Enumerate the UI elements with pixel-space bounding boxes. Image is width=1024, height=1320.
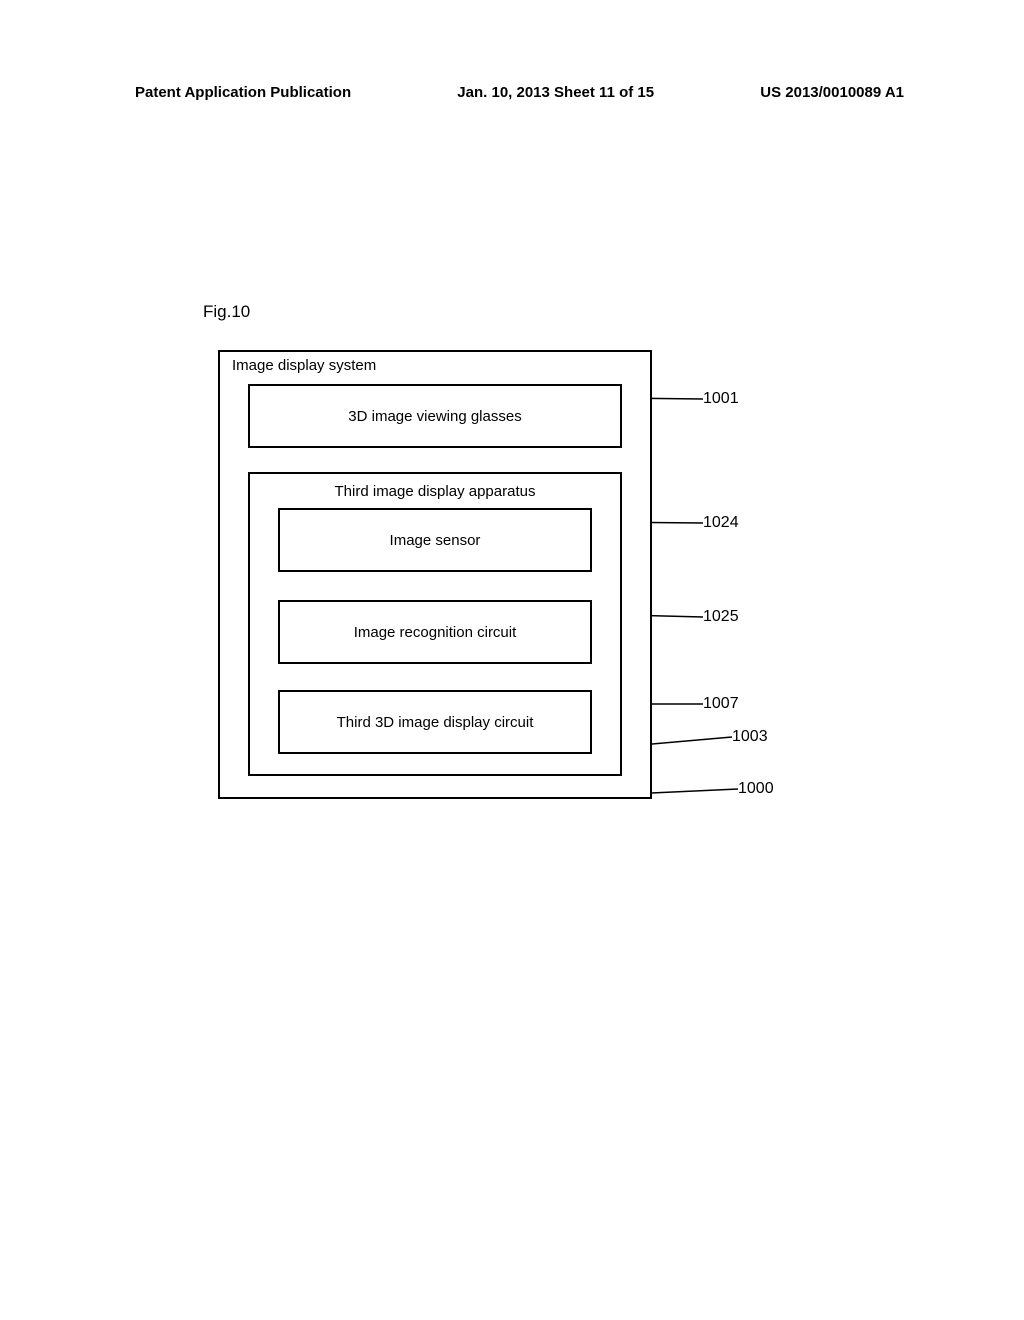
box-recog: Image recognition circuit bbox=[278, 600, 592, 664]
figure-label: Fig.10 bbox=[203, 302, 250, 322]
page: Patent Application Publication Jan. 10, … bbox=[0, 0, 1024, 1320]
header-center: Jan. 10, 2013 Sheet 11 of 15 bbox=[457, 84, 654, 101]
box-glasses: 3D image viewing glasses bbox=[248, 384, 622, 448]
header-left: Patent Application Publication bbox=[135, 84, 351, 101]
page-header: Patent Application Publication Jan. 10, … bbox=[0, 84, 1024, 101]
box-label-recog: Image recognition circuit bbox=[280, 624, 590, 641]
ref-r1025: 1025 bbox=[703, 608, 739, 626]
box-sensor: Image sensor bbox=[278, 508, 592, 572]
ref-r1003: 1003 bbox=[732, 728, 768, 746]
ref-r1007: 1007 bbox=[703, 695, 739, 713]
header-right: US 2013/0010089 A1 bbox=[760, 84, 904, 101]
box-label-disp: Third 3D image display circuit bbox=[280, 714, 590, 731]
ref-r1001: 1001 bbox=[703, 390, 739, 408]
box-label-glasses: 3D image viewing glasses bbox=[250, 408, 620, 425]
ref-r1000: 1000 bbox=[738, 780, 774, 798]
ref-r1024: 1024 bbox=[703, 514, 739, 532]
box-label-sensor: Image sensor bbox=[280, 532, 590, 549]
box-label-outer: Image display system bbox=[232, 357, 376, 374]
box-disp: Third 3D image display circuit bbox=[278, 690, 592, 754]
box-label-appar: Third image display apparatus bbox=[250, 483, 620, 500]
